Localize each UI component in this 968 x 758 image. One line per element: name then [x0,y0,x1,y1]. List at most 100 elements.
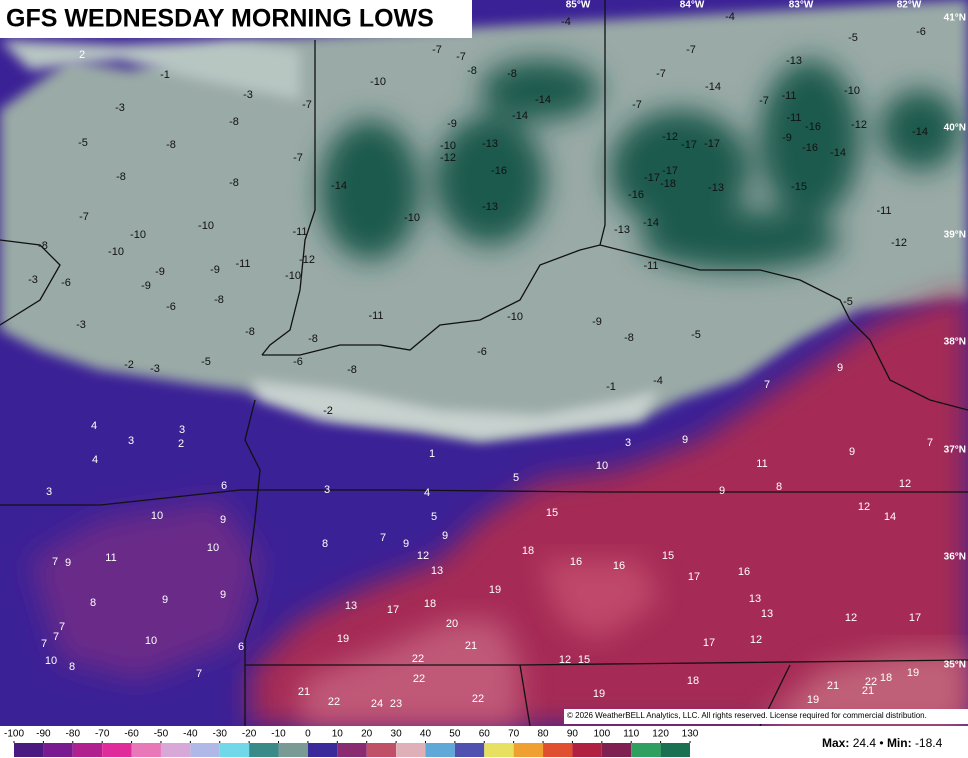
station-low: 10 [45,655,57,667]
station-low: -2 [323,405,333,417]
map-title: GFS WEDNESDAY MORNING LOWS [6,5,434,33]
station-low: 9 [719,485,725,497]
latitude-label: 40°N [944,123,966,134]
station-low: -14 [512,110,528,122]
colorbar-tick-label: 30 [391,729,403,740]
colorbar-segment [631,743,661,757]
station-low: 8 [90,597,96,609]
station-low: -17 [662,165,678,177]
station-low: -10 [404,212,420,224]
station-low: 12 [750,634,762,646]
station-low: -13 [708,182,724,194]
colorbar-tick-label: 50 [449,729,461,740]
colorbar-tick-label: -10 [271,729,286,740]
station-low: -10 [507,311,523,323]
station-low: 3 [179,424,185,436]
station-low: -11 [292,226,307,238]
station-low: -7 [293,152,303,164]
colorbar-tick-label: -30 [213,729,228,740]
station-low: -6 [293,356,303,368]
station-low: 7 [53,631,59,643]
station-low: 3 [625,437,631,449]
station-low: 17 [703,637,715,649]
station-low: -4 [725,11,735,23]
station-low: -10 [285,270,301,282]
colorbar-tick-label: 0 [305,729,311,740]
title-box [0,0,472,38]
station-low: 7 [764,379,770,391]
colorbar-segment [190,743,220,757]
colorbar-segment [14,743,44,757]
station-low: 23 [390,698,402,710]
station-low: 22 [472,693,484,705]
colorbar-tick-label: 110 [623,729,639,740]
station-low: -3 [150,363,160,375]
station-low: 18 [687,675,699,687]
station-low: 17 [387,604,399,616]
station-low: -12 [440,152,456,164]
colorbar-tick-label: 80 [537,729,549,740]
station-low: 8 [776,481,782,493]
colorbar-segment [601,743,632,757]
station-low: -5 [691,329,701,341]
copyright: © 2026 WeatherBELL Analytics, LLC. All r… [567,711,927,720]
station-low: 18 [522,545,534,557]
station-low: 5 [513,472,519,484]
colorbar-segment [160,743,191,757]
station-low: -3 [28,274,38,286]
colorbar-tick-label: 120 [652,729,669,740]
station-low: 15 [662,550,674,562]
station-low: 9 [403,538,409,550]
station-low: 12 [858,501,870,513]
station-low: -12 [662,131,678,143]
station-low: 19 [337,633,349,645]
colorbar-tick-label: 10 [332,729,344,740]
station-low: -17 [704,138,720,150]
station-low: 2 [79,49,85,61]
station-low: -10 [108,246,124,258]
colorbar-segment [102,743,132,757]
station-low: -8 [245,326,255,338]
station-low: 2 [178,438,184,450]
colorbar-segment [454,743,485,757]
station-low: 19 [907,667,919,679]
station-low: 9 [682,434,688,446]
station-low: -14 [912,126,928,138]
station-low: -9 [210,264,220,276]
station-low: 24 [371,698,383,710]
station-low: -7 [456,51,466,63]
station-low: -16 [802,142,818,154]
station-low: 13 [345,600,357,612]
station-low: -8 [229,116,239,128]
station-low: 5 [431,511,437,523]
station-low: 4 [424,487,430,499]
station-low: -14 [331,180,347,192]
station-low: 12 [899,478,911,490]
station-low: 22 [328,696,340,708]
station-low: 18 [424,598,436,610]
station-low: -13 [482,201,498,213]
station-low: -18 [660,178,676,190]
latitude-label: 37°N [944,445,966,456]
colorbar-tick-label: 100 [593,729,610,740]
station-low: -7 [686,44,696,56]
longitude-label: 82°W [897,0,922,11]
copyright-box [564,709,968,724]
station-low: -13 [482,138,498,150]
station-low: 9 [837,362,843,374]
station-low: 13 [761,608,773,620]
colorbar-tick-label: 20 [361,729,373,740]
station-low: 21 [862,685,874,697]
colorbar-tick-label: 130 [682,729,699,740]
station-low: 6 [238,641,244,653]
station-low: -9 [141,280,151,292]
station-low: 17 [909,612,921,624]
longitude-label: 83°W [789,0,814,11]
station-low: -11 [368,310,383,322]
max-value: 24.4 [853,736,877,750]
station-low: -5 [78,137,88,149]
station-low: 3 [46,486,52,498]
station-low: 22 [413,673,425,685]
station-low: 12 [417,550,429,562]
